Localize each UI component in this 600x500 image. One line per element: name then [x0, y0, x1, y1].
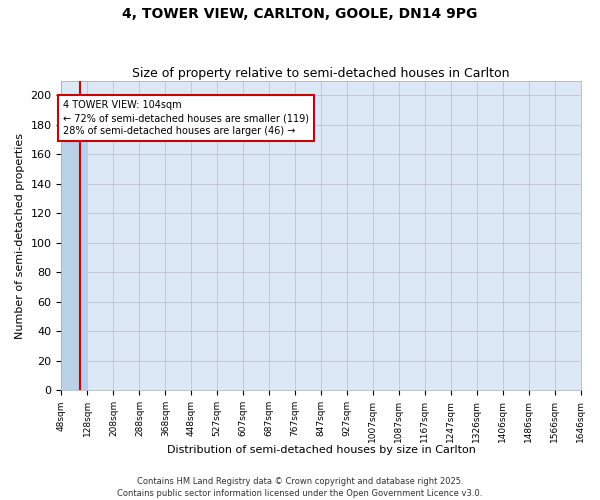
Text: 4 TOWER VIEW: 104sqm
← 72% of semi-detached houses are smaller (119)
28% of semi: 4 TOWER VIEW: 104sqm ← 72% of semi-detac…: [63, 100, 309, 136]
Text: Contains HM Land Registry data © Crown copyright and database right 2025.
Contai: Contains HM Land Registry data © Crown c…: [118, 476, 482, 498]
Y-axis label: Number of semi-detached properties: Number of semi-detached properties: [15, 132, 25, 338]
X-axis label: Distribution of semi-detached houses by size in Carlton: Distribution of semi-detached houses by …: [167, 445, 475, 455]
Text: 4, TOWER VIEW, CARLTON, GOOLE, DN14 9PG: 4, TOWER VIEW, CARLTON, GOOLE, DN14 9PG: [122, 8, 478, 22]
Bar: [62, 97, 87, 390]
Title: Size of property relative to semi-detached houses in Carlton: Size of property relative to semi-detach…: [132, 66, 510, 80]
